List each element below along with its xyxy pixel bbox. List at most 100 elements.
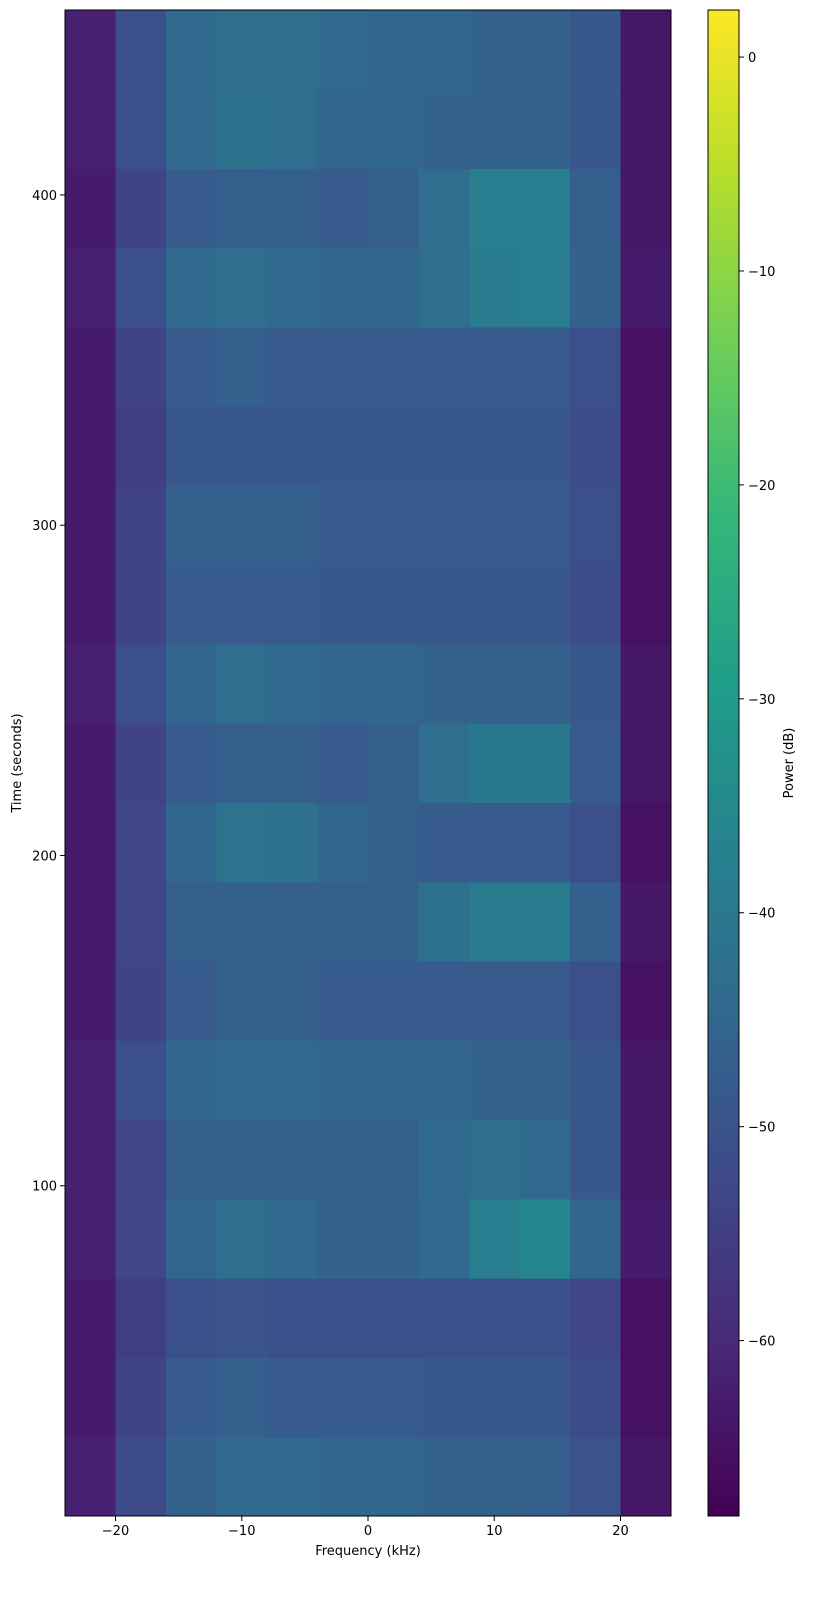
heatmap-cell (166, 961, 217, 1041)
heatmap-cell (166, 1119, 217, 1200)
heatmap-cell (519, 10, 571, 90)
heatmap-cell (519, 1119, 571, 1200)
colorbar-tick-label: −40 (748, 907, 775, 922)
heatmap-cell (620, 168, 672, 249)
heatmap-cell (166, 485, 217, 566)
heatmap-cell (166, 881, 217, 962)
heatmap-cell (519, 961, 571, 1041)
heatmap-cell (317, 881, 369, 962)
heatmap-cell (620, 89, 672, 170)
heatmap-cell (65, 485, 116, 566)
heatmap-cell (368, 327, 419, 407)
heatmap-cell (317, 1436, 369, 1517)
heatmap-cell (216, 881, 268, 962)
heatmap-cell (519, 247, 571, 328)
heatmap-cell (65, 802, 116, 883)
heatmap-cell (570, 10, 621, 90)
heatmap-cell (570, 247, 621, 328)
heatmap-cell (620, 247, 672, 328)
heatmap-cell (519, 1436, 571, 1517)
heatmap-cell (166, 802, 217, 883)
heatmap-cell (65, 327, 116, 407)
y-tick-label: 400 (32, 189, 57, 204)
heatmap-cell (166, 1357, 217, 1438)
heatmap-cell (267, 1357, 318, 1438)
heatmap-cell (317, 247, 369, 328)
heatmap-cell (368, 802, 419, 883)
heatmap-cell (418, 247, 470, 328)
heatmap-cell (368, 247, 419, 328)
heatmap-cell (519, 802, 571, 883)
heatmap-cell (216, 327, 268, 407)
heatmap-cell (166, 1436, 217, 1517)
x-tick-label: 10 (486, 1524, 503, 1539)
heatmap-cell (267, 247, 318, 328)
heatmap-cell (368, 1040, 419, 1121)
heatmap-cell (620, 10, 672, 90)
heatmap-cell (317, 168, 369, 249)
heatmap-cell (216, 168, 268, 249)
heatmap-cell (317, 89, 369, 170)
heatmap-cell (469, 802, 520, 883)
y-axis-label: Time (seconds) (10, 713, 25, 813)
heatmap-cell (216, 1436, 268, 1517)
heatmap-cell (115, 802, 167, 883)
heatmap-cell (267, 10, 318, 90)
heatmap-cell (469, 1198, 520, 1279)
colorbar-label: Power (dB) (782, 728, 797, 799)
heatmap-cell (620, 1040, 672, 1121)
heatmap-cell (418, 1119, 470, 1200)
heatmap-cell (570, 881, 621, 962)
heatmap-cell (368, 881, 419, 962)
heatmap-cell (317, 485, 369, 566)
heatmap-cell (368, 644, 419, 724)
heatmap-cell (267, 168, 318, 249)
heatmap-cell (317, 1198, 369, 1279)
heatmap-cell (115, 406, 167, 487)
heatmap-cell (368, 1198, 419, 1279)
heatmap-cell (620, 1119, 672, 1200)
heatmap-cell (317, 1040, 369, 1121)
heatmap-cell (317, 644, 369, 724)
heatmap-cell (469, 723, 520, 804)
heatmap-cell (418, 485, 470, 566)
x-tick-label: 20 (612, 1524, 629, 1539)
heatmap-cell (368, 1357, 419, 1438)
heatmap-cell (620, 406, 672, 487)
heatmap-cell (317, 327, 369, 407)
heatmap-cell (166, 327, 217, 407)
heatmap-cell (65, 564, 116, 645)
heatmap-cell (267, 1278, 318, 1358)
heatmap-cell (620, 1436, 672, 1517)
heatmap-cell (166, 723, 217, 804)
heatmap-cell (469, 1357, 520, 1438)
heatmap-cell (166, 1198, 217, 1279)
heatmap-cell (115, 644, 167, 724)
heatmap-cell (368, 485, 419, 566)
heatmap-cell (115, 327, 167, 407)
heatmap-cell (115, 881, 167, 962)
heatmap-cell (216, 89, 268, 170)
heatmap-cell (317, 406, 369, 487)
heatmap-cell (620, 881, 672, 962)
heatmap-cell (620, 564, 672, 645)
heatmap-cell (620, 1278, 672, 1358)
heatmap-cell (620, 802, 672, 883)
heatmap-cell (267, 1198, 318, 1279)
heatmap-cell (418, 723, 470, 804)
heatmap-cell (519, 881, 571, 962)
heatmap-cell (368, 1278, 419, 1358)
heatmap-cell (519, 723, 571, 804)
heatmap-cell (115, 1119, 167, 1200)
heatmap-cell (620, 485, 672, 566)
heatmap-cell (570, 1198, 621, 1279)
heatmap-cell (65, 168, 116, 249)
x-tick-label: 0 (364, 1524, 372, 1539)
heatmap-cell (115, 10, 167, 90)
heatmap-cell (519, 327, 571, 407)
heatmap-cell (570, 327, 621, 407)
heatmap-cell (620, 961, 672, 1041)
heatmap-cell (469, 168, 520, 249)
heatmap-cell (65, 1357, 116, 1438)
heatmap-cell (115, 564, 167, 645)
